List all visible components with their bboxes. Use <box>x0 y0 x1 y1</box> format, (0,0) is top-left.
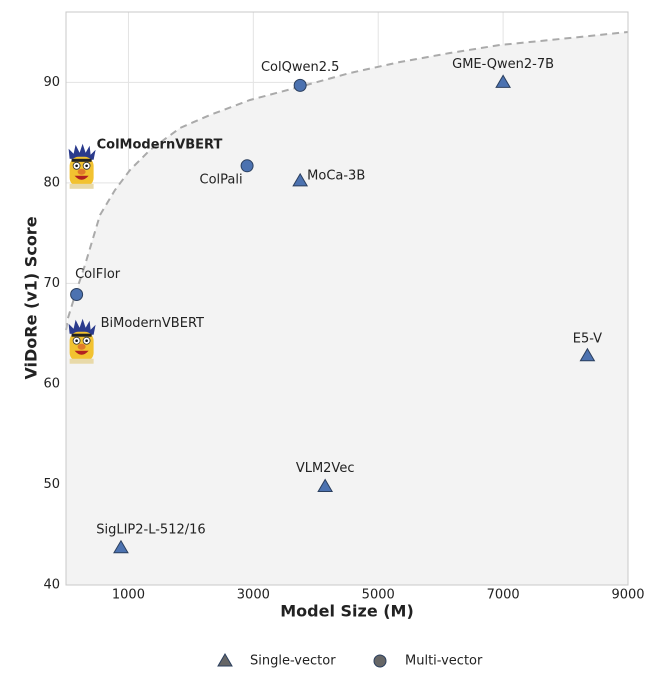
y-tick-label: 80 <box>43 175 60 190</box>
data-point <box>240 159 254 173</box>
icon-pupil <box>85 164 88 168</box>
icon-hair <box>68 143 96 160</box>
icon-nose <box>77 168 86 175</box>
y-tick-label: 90 <box>43 75 60 90</box>
icon-brow <box>71 333 92 337</box>
point-label: BiModernVBERT <box>101 316 204 331</box>
legend-item: Single-vector <box>250 654 336 669</box>
data-point <box>317 478 334 492</box>
icon-mouth <box>74 350 89 355</box>
x-tick-label: 3000 <box>237 588 270 603</box>
data-point <box>495 74 511 88</box>
point-label: ColFlor <box>75 267 121 282</box>
icon-pupil <box>85 339 88 343</box>
data-point <box>292 172 309 187</box>
y-axis-title: ViDoRe (v1) Score <box>22 216 41 379</box>
point-label: ColQwen2.5 <box>261 60 339 75</box>
icon-nose <box>77 343 86 350</box>
legend-label: Single-vector <box>250 654 336 669</box>
point-label: ColPali <box>200 172 243 187</box>
y-tick-label: 60 <box>43 376 60 391</box>
point-label: E5-V <box>573 331 602 346</box>
icon-mouth <box>74 175 89 180</box>
legend-label: Multi-vector <box>405 654 483 669</box>
icon-pupil <box>75 339 78 343</box>
x-tick-label: 9000 <box>611 588 644 603</box>
y-tick-label: 70 <box>43 276 60 291</box>
x-tick-label: 7000 <box>487 588 520 603</box>
y-tick-label: 40 <box>43 578 60 593</box>
point-label: ColModernVBERT <box>97 137 223 152</box>
model-icon <box>68 318 96 364</box>
x-axis-title: Model Size (M) <box>280 602 414 621</box>
data-point <box>579 347 596 362</box>
y-tick-label: 50 <box>43 477 60 492</box>
icon-brow <box>71 158 92 162</box>
model-icon <box>68 143 96 189</box>
frontier-area <box>66 32 628 585</box>
icon-shirt <box>69 358 94 364</box>
plot-frame <box>65 11 629 586</box>
data-point <box>70 287 84 301</box>
point-label: VLM2Vec <box>296 461 355 476</box>
point-label: SigLIP2-L-512/16 <box>96 522 205 537</box>
icon-pupil <box>75 164 78 168</box>
data-point <box>293 78 307 92</box>
x-tick-label: 5000 <box>362 588 395 603</box>
x-tick-label: 1000 <box>112 588 145 603</box>
point-label: GME-Qwen2-7B <box>452 57 554 72</box>
data-point <box>113 539 129 554</box>
point-label: MoCa-3B <box>307 168 365 183</box>
icon-hair <box>68 318 96 335</box>
legend-marker <box>217 653 233 667</box>
legend-item: Multi-vector <box>405 654 483 669</box>
legend-marker <box>373 654 387 668</box>
icon-shirt <box>69 183 94 189</box>
